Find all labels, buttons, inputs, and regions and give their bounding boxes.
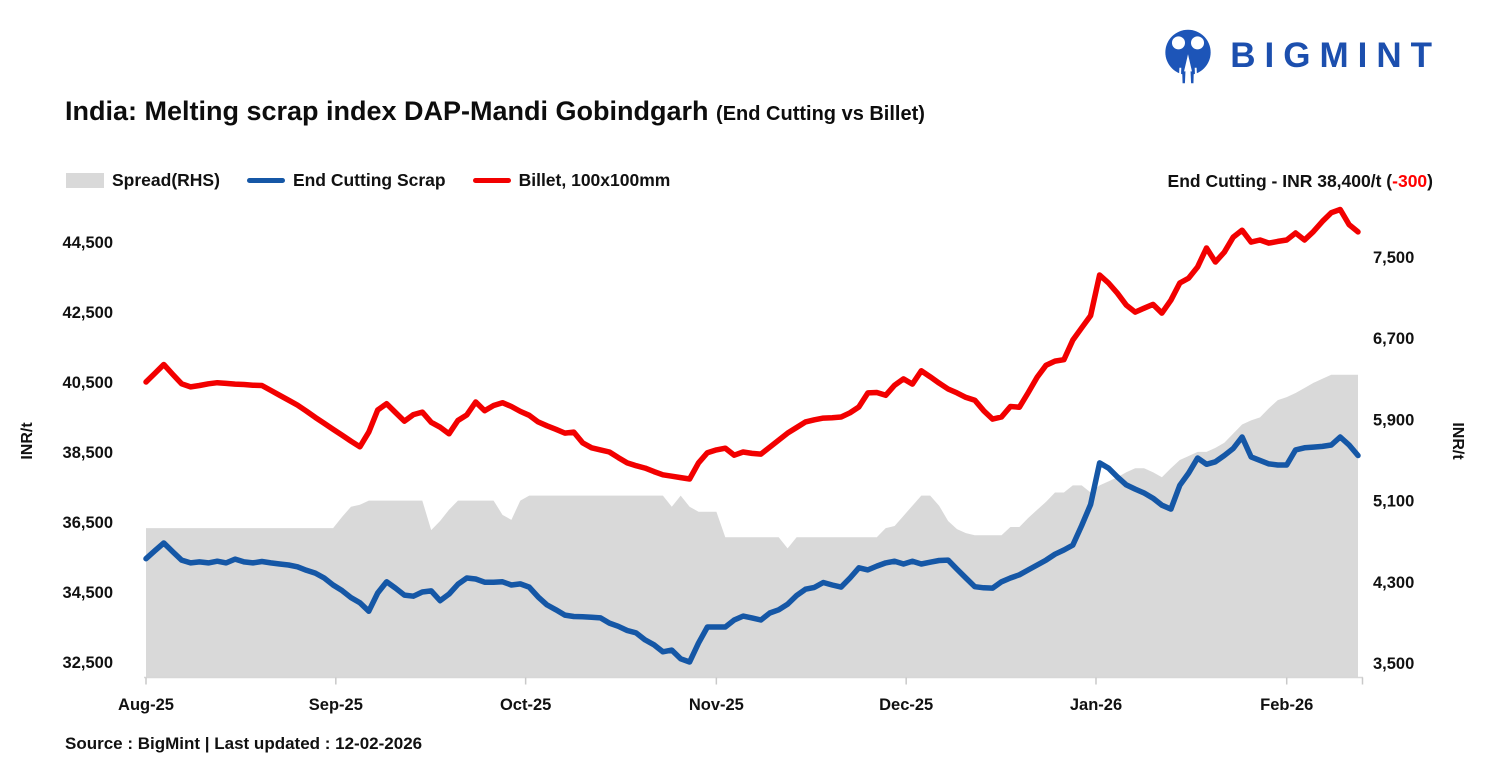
right-tick-label: 3,500 xyxy=(1373,655,1414,673)
billet-line-swatch-icon xyxy=(472,177,511,184)
latest-price-annotation: End Cutting - INR 38,400/t (-300) xyxy=(1168,171,1433,192)
left-tick-label: 38,500 xyxy=(63,444,113,462)
price-change-value: -300 xyxy=(1392,171,1428,191)
left-tick-label: 42,500 xyxy=(63,304,113,322)
legend-item-spread: Spread(RHS) xyxy=(66,170,220,191)
bigmint-logo-icon xyxy=(1165,29,1211,84)
annotation-suffix: ) xyxy=(1427,171,1433,191)
chart-title-main: India: Melting scrap index DAP-Mandi Gob… xyxy=(65,96,709,126)
chart-title: India: Melting scrap index DAP-Mandi Gob… xyxy=(65,96,925,127)
bigmint-logo-text: BIGMINT xyxy=(1230,36,1441,75)
annotation-prefix: End Cutting - INR 38,400/t ( xyxy=(1167,171,1393,191)
left-tick-label: 44,500 xyxy=(63,234,113,252)
right-tick-label: 5,900 xyxy=(1373,411,1414,429)
legend-label-end-cutting-scrap: End Cutting Scrap xyxy=(292,170,446,190)
left-tick-label: 36,500 xyxy=(63,514,113,532)
x-tick-label: Feb-26 xyxy=(1260,696,1313,714)
left-tick-label: 34,500 xyxy=(63,584,113,602)
source-note: Source : BigMint | Last updated : 12-02-… xyxy=(65,734,423,753)
x-tick-label: Nov-25 xyxy=(689,696,744,714)
left-tick-label: 40,500 xyxy=(63,374,113,392)
left-tick-label: 32,500 xyxy=(63,654,113,672)
legend-item-end-cutting-scrap: End Cutting Scrap xyxy=(246,170,446,191)
billet-line xyxy=(143,206,1361,482)
legend-item-billet: Billet, 100x100mm xyxy=(472,170,671,191)
chart-legend: Spread(RHS) End Cutting Scrap Billet, 10… xyxy=(66,170,670,191)
x-tick-label: Oct-25 xyxy=(500,696,551,714)
right-tick-label: 5,100 xyxy=(1373,493,1414,511)
end-cutting-scrap-line xyxy=(143,434,1361,665)
x-tick-label: Dec-25 xyxy=(879,696,933,714)
spread-area xyxy=(146,374,1358,677)
x-tick-label: Sep-25 xyxy=(309,696,363,714)
x-tick-label: Jan-26 xyxy=(1070,696,1122,714)
spread-swatch-icon xyxy=(66,173,104,188)
legend-label-spread: Spread(RHS) xyxy=(112,170,220,190)
right-tick-label: 4,300 xyxy=(1373,574,1414,592)
chart-subtitle: (End Cutting vs Billet) xyxy=(716,103,925,125)
right-tick-label: 7,500 xyxy=(1373,249,1414,267)
scrap-line-swatch-icon xyxy=(246,177,285,184)
x-tick-label: Aug-25 xyxy=(118,696,174,714)
right-tick-label: 6,700 xyxy=(1373,330,1414,348)
brand-logo: BIGMINT xyxy=(1159,26,1441,86)
legend-label-billet: Billet, 100x100mm xyxy=(518,170,671,190)
